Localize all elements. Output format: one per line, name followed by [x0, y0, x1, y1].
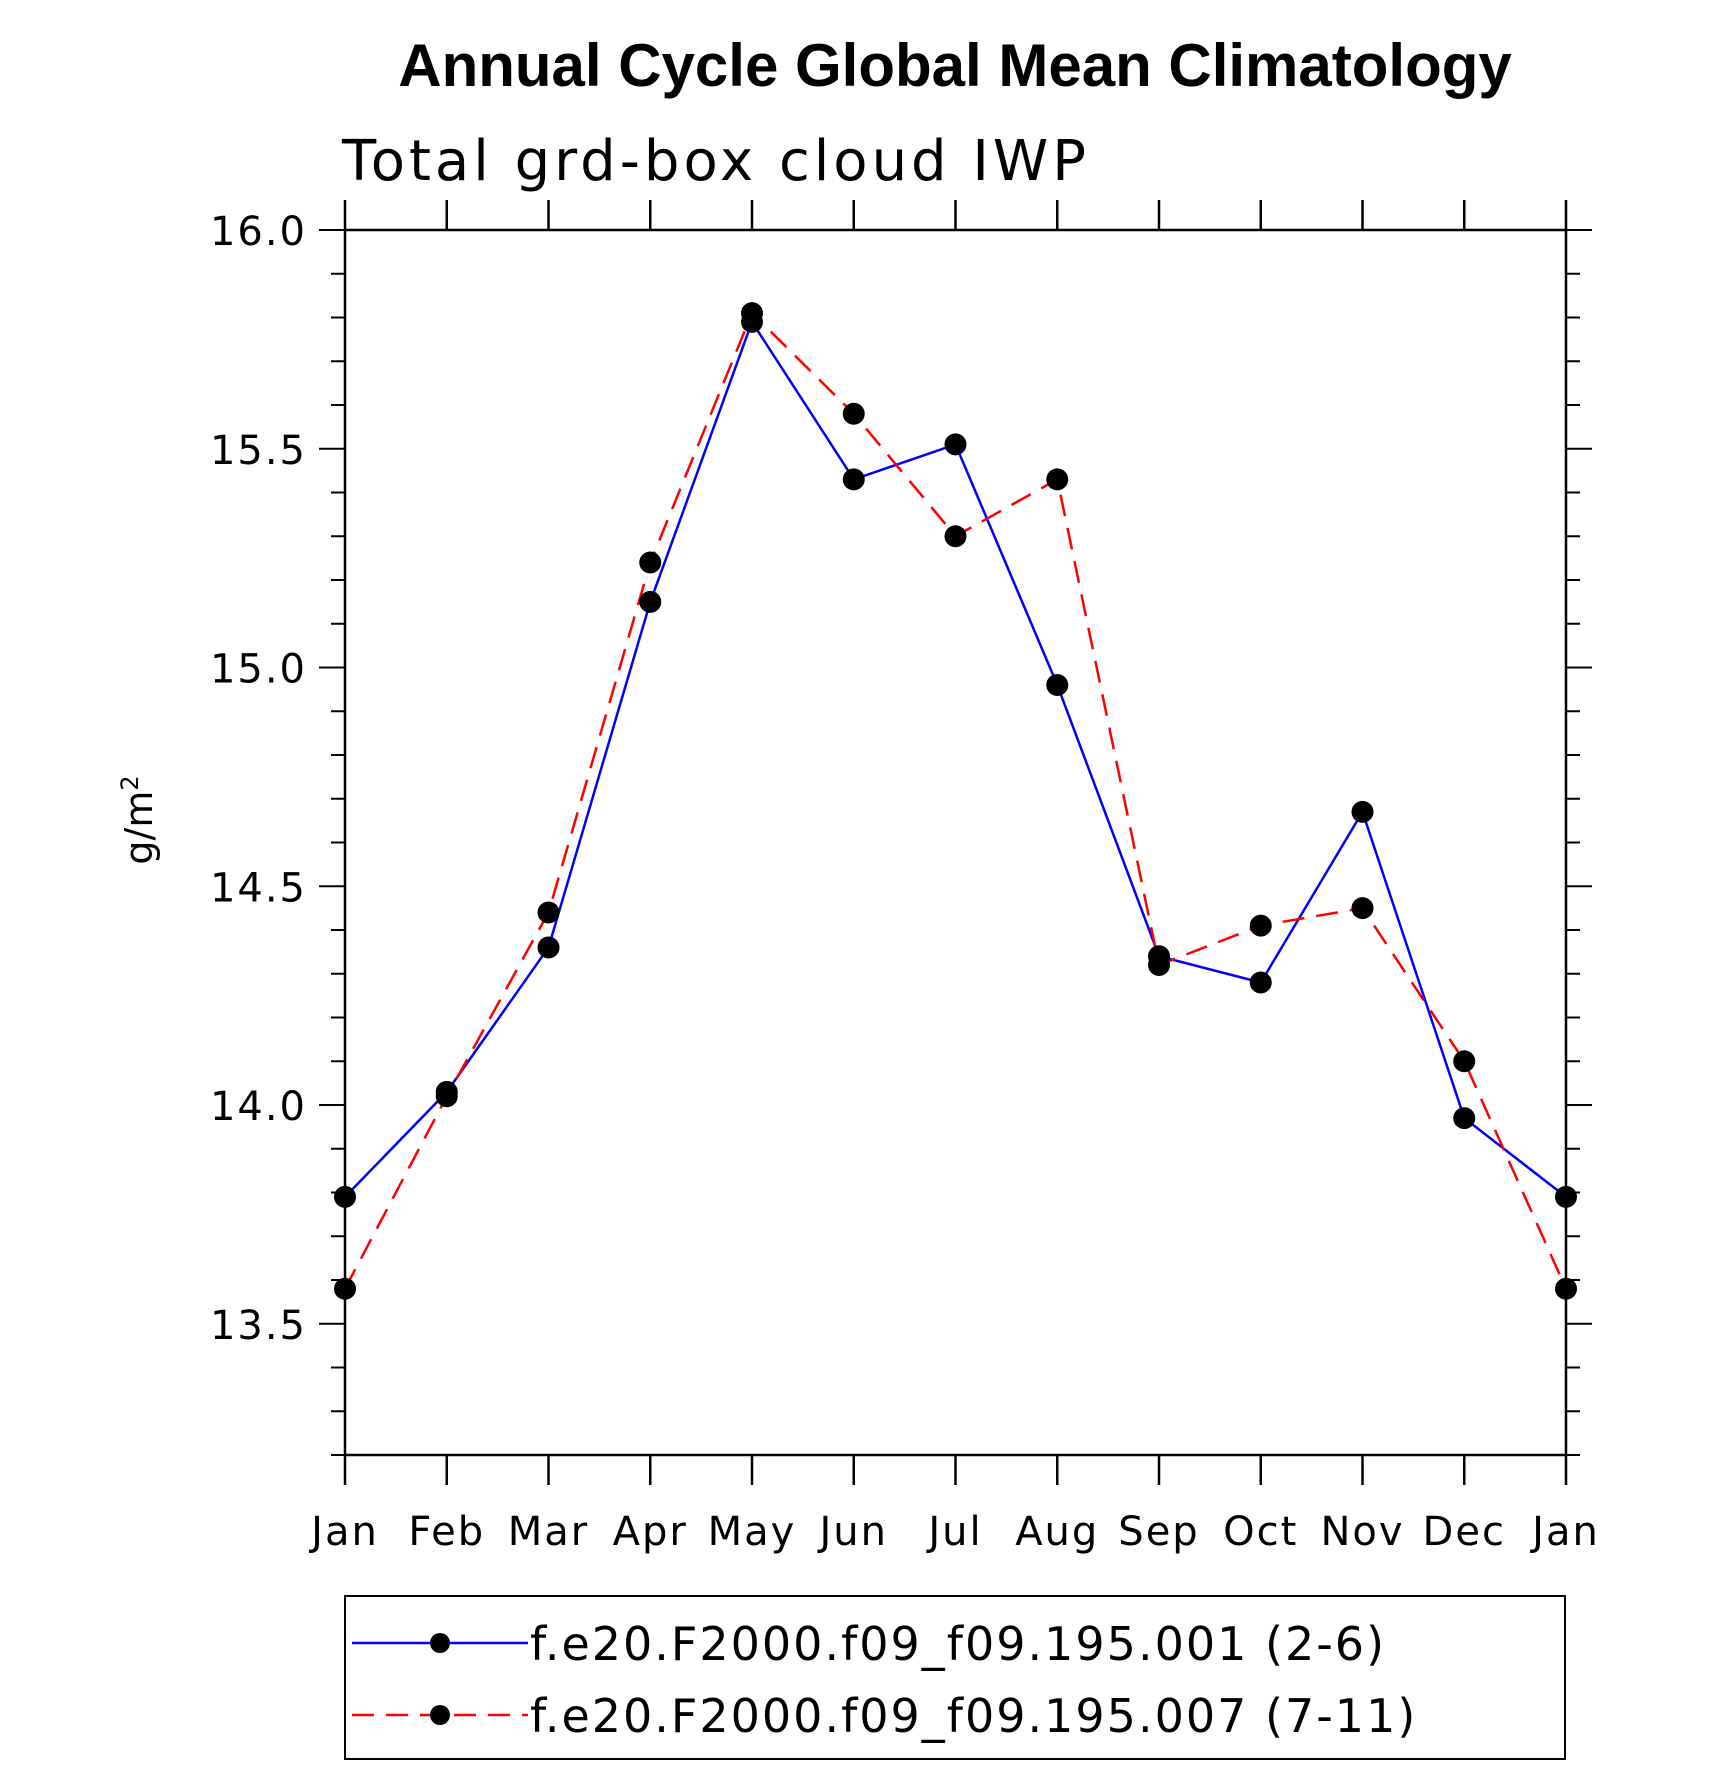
x-tick-label: May [708, 1509, 797, 1555]
series-2-point [1555, 1277, 1577, 1300]
series-2-point [944, 525, 967, 548]
y-axis-label: g/m2 [116, 775, 161, 864]
series-layer [334, 302, 1577, 1300]
x-tick-label: Jan [1529, 1509, 1600, 1555]
x-tick-label: Jun [817, 1509, 889, 1555]
axes [343, 228, 1568, 1457]
x-tick-label: Oct [1223, 1509, 1298, 1555]
series-1-point [1249, 971, 1272, 994]
chart-subtitle: Total grd-box cloud IWP [341, 129, 1090, 194]
series-2-point [435, 1085, 458, 1108]
legend-swatch-marker-2 [430, 1705, 450, 1725]
series-1-point [537, 936, 560, 959]
y-axis-label-text: g/m [117, 791, 161, 865]
x-tick-label: Mar [508, 1509, 589, 1555]
x-tick-label: Jan [308, 1509, 379, 1555]
series-2-point [1351, 897, 1374, 920]
series-2-point [639, 551, 662, 574]
x-tick-label: Dec [1423, 1509, 1506, 1555]
series-1-point [1555, 1185, 1577, 1208]
series-2-point [1046, 468, 1069, 491]
legend-entries: f.e20.F2000.f09_f09.195.001 (2-6) f.e20.F… [352, 1617, 1417, 1743]
x-tick-label: Nov [1320, 1509, 1404, 1555]
legend: f.e20.F2000.f09_f09.195.001 (2-6) f.e20.F… [344, 1595, 1566, 1760]
series-1-point [1351, 800, 1374, 823]
chart-title: Annual Cycle Global Mean Climatology [398, 32, 1512, 99]
series-2-point [1148, 954, 1170, 976]
y-tick-label: 15.0 [210, 647, 307, 693]
series-1-point [639, 590, 662, 613]
plot-frame [343, 228, 1568, 1457]
series-2-point [334, 1277, 356, 1300]
series-2-point [537, 901, 560, 924]
x-tick-label: Sep [1118, 1509, 1199, 1555]
y-tick-label: 15.5 [210, 428, 307, 474]
y-axis-label-superscript: 2 [116, 775, 144, 790]
y-tick-label: 16.0 [210, 209, 307, 255]
series-2-point [842, 402, 865, 425]
x-tick-label: Aug [1015, 1509, 1099, 1555]
y-tick-label: 13.5 [210, 1303, 307, 1349]
legend-swatch-marker-1 [430, 1633, 450, 1653]
legend-label-1: f.e20.F2000.f09_f09.195.001 (2-6) [530, 1617, 1386, 1671]
series-1-point [1453, 1107, 1476, 1130]
series-1-point [944, 433, 967, 456]
x-tick-label: Feb [408, 1509, 485, 1555]
series-line-2 [343, 310, 1568, 1290]
series-2-point [1453, 1050, 1476, 1073]
y-axis-ticks: 13.5 14.0 14.5 15.0 15.5 16.0 [210, 209, 1592, 1456]
series-1-point [842, 468, 865, 491]
x-tick-label: Apr [613, 1509, 688, 1555]
series-1-point [1046, 674, 1069, 696]
x-tick-label: Jul [925, 1509, 982, 1555]
legend-label-2: f.e20.F2000.f09_f09.195.007 (7-11) [530, 1689, 1417, 1743]
series-2-point [1249, 914, 1272, 937]
series-1-point [334, 1185, 356, 1208]
y-tick-label: 14.0 [210, 1084, 307, 1130]
y-tick-label: 14.5 [210, 865, 307, 911]
series-2-point [741, 302, 763, 325]
x-axis-ticks: Jan Feb Mar Apr May Jun Jul Aug Sep Oct Nov Dec Jan [308, 200, 1600, 1555]
legend-box [344, 1595, 1566, 1760]
